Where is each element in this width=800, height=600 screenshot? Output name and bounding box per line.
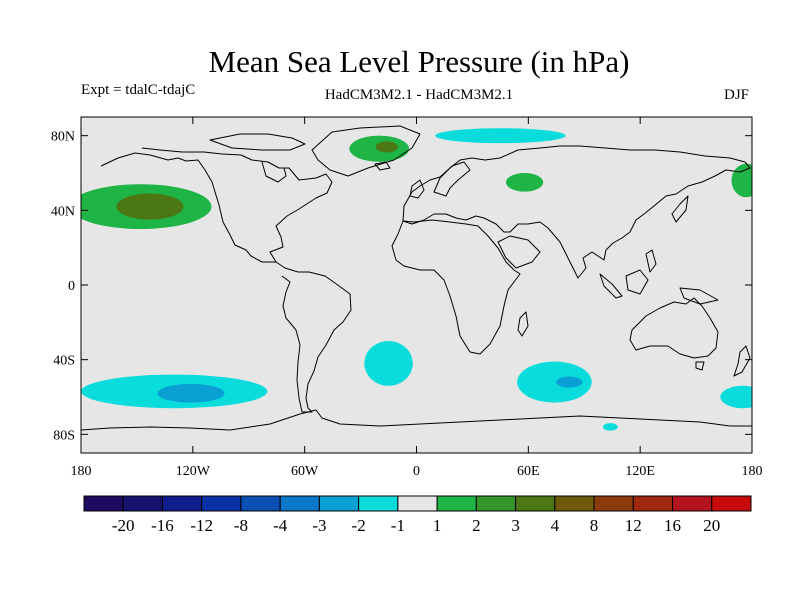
colorbar-label: -4 — [273, 516, 288, 535]
anomaly-greenland-positive-core — [375, 141, 398, 153]
anomaly-arctic-negative — [435, 128, 566, 144]
anomaly-australia-south-negative — [720, 385, 752, 409]
colorbar-swatch — [358, 495, 399, 512]
lon-tick-label: 180 — [71, 464, 92, 479]
coast-borneo — [625, 269, 649, 295]
colorbar-swatch — [122, 495, 163, 512]
lon-tick-label: 120W — [176, 464, 211, 479]
colorbar-label: 16 — [664, 516, 681, 535]
colorbar-swatch — [475, 495, 517, 512]
anomaly-east-siberia-positive — [731, 163, 752, 198]
lat-tick-label: 0 — [68, 279, 75, 294]
colorbar-label: 3 — [511, 516, 520, 535]
coast-madagascar — [517, 311, 529, 337]
coast-new-zealand — [733, 345, 751, 377]
colorbar-swatch — [201, 495, 242, 512]
coast-antarctica — [81, 409, 752, 431]
lat-tick-label: 80N — [51, 130, 75, 145]
coast-australia — [629, 297, 719, 359]
lon-tick-label: 120E — [625, 464, 655, 479]
experiment-label: Expt = tdalC-tdajC — [81, 82, 196, 98]
lon-tick-label: 0 — [413, 464, 420, 479]
coast-greenland — [311, 125, 421, 177]
coast-iceland — [374, 161, 391, 171]
anomaly-south-pacific-negative-core — [157, 383, 225, 403]
anomaly-antarctic-negative — [602, 423, 618, 431]
page-title: Mean Sea Level Pressure (in hPa) — [208, 44, 630, 79]
anomaly-layer — [81, 128, 752, 431]
coast-new-guinea — [679, 287, 719, 305]
anomaly-north-pacific-positive-core — [116, 193, 184, 220]
colorbar-label: -1 — [391, 516, 405, 535]
lat-tick-label: 40N — [51, 204, 75, 219]
coast-arabia — [497, 235, 541, 269]
colorbar-swatch — [632, 495, 674, 512]
colorbar-swatch — [318, 495, 360, 512]
colorbar-swatch — [711, 495, 752, 512]
coast-africa — [391, 219, 521, 355]
colorbar-swatch — [554, 495, 595, 512]
lon-tick-label: 180 — [742, 464, 763, 479]
coast-north-america — [100, 147, 333, 263]
colorbar-label: -12 — [190, 516, 213, 535]
coastlines — [81, 125, 752, 431]
lon-tick-label: 60E — [517, 464, 540, 479]
axis-ticks: 80N 40N 0 40S 80S 180 120W 60W 0 60E 120E 180 — [51, 117, 763, 479]
coast-hudson-bay — [261, 161, 287, 183]
anomaly-siberia-positive — [505, 173, 544, 192]
colorbar-swatch — [397, 495, 438, 512]
anomaly-south-atlantic-negative — [364, 341, 413, 386]
colorbar-swatch — [672, 495, 713, 512]
colorbar-swatch — [515, 495, 556, 512]
colorbar-swatch — [593, 495, 634, 512]
colorbar-label: 1 — [433, 516, 442, 535]
colorbar-label: -20 — [112, 516, 135, 535]
colorbar-label: 20 — [703, 516, 720, 535]
coast-british-isles — [409, 179, 425, 199]
colorbar-label: 2 — [472, 516, 481, 535]
colorbar-swatch — [240, 495, 281, 512]
lat-tick-label: 40S — [53, 354, 75, 369]
colorbar-swatch — [161, 495, 203, 512]
season-label: DJF — [724, 87, 750, 103]
coast-japan — [671, 195, 689, 223]
coast-sumatra — [599, 273, 623, 299]
coast-south-america — [275, 261, 352, 413]
anomaly-south-indian-negative — [517, 361, 592, 403]
anomaly-south-indian-negative-core — [556, 376, 583, 388]
colorbar-label: -16 — [151, 516, 174, 535]
colorbar-label: 8 — [590, 516, 599, 535]
coast-scandinavia — [433, 161, 471, 197]
colorbar-swatch — [83, 495, 124, 512]
colorbar-label: -2 — [352, 516, 366, 535]
lat-tick-label: 80S — [53, 428, 75, 443]
coast-arctic-islands — [209, 133, 306, 151]
colorbar-swatch — [436, 495, 477, 512]
colorbar-swatch — [279, 495, 320, 512]
colorbar-label: -8 — [234, 516, 248, 535]
colorbar-label: 12 — [625, 516, 642, 535]
lon-tick-label: 60W — [291, 464, 319, 479]
coast-tasmania — [695, 361, 705, 371]
colorbar: -20 -16 -12 -8 -4 -3 -2 -1 1 2 3 4 8 12 16 20 — [83, 495, 752, 535]
coast-philippines — [645, 249, 657, 273]
models-label: HadCM3M2.1 - HadCM3M2.1 — [324, 87, 514, 103]
colorbar-label: -3 — [312, 516, 326, 535]
coast-eurasia — [402, 145, 751, 279]
colorbar-label: 4 — [551, 516, 560, 535]
